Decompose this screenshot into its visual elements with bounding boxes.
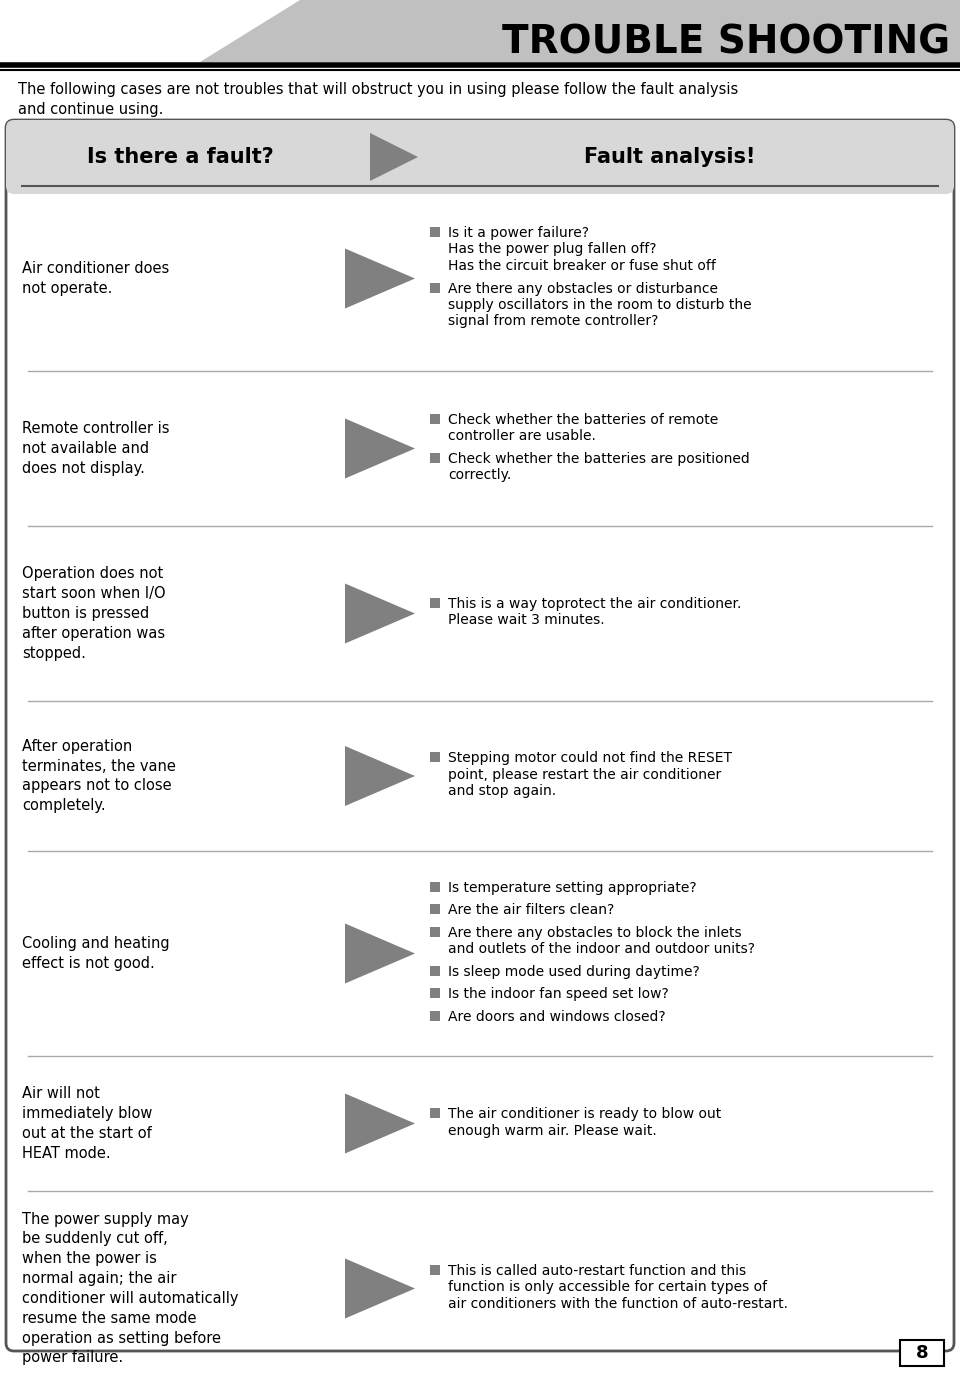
Text: air conditioners with the function of auto-restart.: air conditioners with the function of au… [448,1296,788,1311]
Text: and outlets of the indoor and outdoor units?: and outlets of the indoor and outdoor un… [448,942,755,956]
Text: correctly.: correctly. [448,468,512,482]
Bar [900,1340,944,1366]
Bar [430,453,440,463]
Text: Are there any obstacles or disturbance: Are there any obstacles or disturbance [448,281,718,295]
Text: Is there a fault?: Is there a fault? [86,147,274,168]
Text: Is sleep mode used during daytime?: Is sleep mode used during daytime? [448,965,700,979]
Text: signal from remote controller?: signal from remote controller? [448,314,659,328]
Text: Check whether the batteries are positioned: Check whether the batteries are position… [448,452,750,465]
FancyBboxPatch shape [6,119,954,194]
Bar [430,1108,440,1118]
Text: Remote controller is
not available and
does not display.: Remote controller is not available and d… [22,422,170,476]
Polygon shape [345,746,415,806]
Text: This is called auto-restart function and this: This is called auto-restart function and… [448,1263,746,1278]
Text: After operation
terminates, the vane
appears not to close
completely.: After operation terminates, the vane app… [22,739,176,813]
Polygon shape [370,133,418,181]
Bar [430,927,440,936]
Polygon shape [345,1259,415,1318]
Text: and stop again.: and stop again. [448,784,556,798]
Text: enough warm air. Please wait.: enough warm air. Please wait. [448,1123,657,1137]
Polygon shape [200,0,960,62]
Text: Are doors and windows closed?: Are doors and windows closed? [448,1009,665,1024]
Text: Are the air filters clean?: Are the air filters clean? [448,903,614,917]
Text: point, please restart the air conditioner: point, please restart the air conditione… [448,768,721,781]
Text: Check whether the batteries of remote: Check whether the batteries of remote [448,412,718,427]
Text: Air conditioner does
not operate.: Air conditioner does not operate. [22,261,169,297]
Bar [22,181,938,191]
Bar [430,905,440,914]
Text: The following cases are not troubles that will obstruct you in using please foll: The following cases are not troubles tha… [18,82,738,117]
Polygon shape [345,1093,415,1153]
Bar [430,1265,440,1274]
Text: Air will not
immediately blow
out at the start of
HEAT mode.: Air will not immediately blow out at the… [22,1086,153,1160]
Text: Are there any obstacles to block the inlets: Are there any obstacles to block the inl… [448,925,742,939]
Polygon shape [345,249,415,309]
Text: Please wait 3 minutes.: Please wait 3 minutes. [448,614,605,627]
Text: function is only accessible for certain types of: function is only accessible for certain … [448,1280,767,1295]
Text: Is temperature setting appropriate?: Is temperature setting appropriate? [448,880,697,895]
Bar [430,752,440,762]
Bar [430,1011,440,1020]
Bar [430,283,440,292]
Text: Fault analysis!: Fault analysis! [585,147,756,168]
Bar [430,413,440,423]
Text: Has the power plug fallen off?: Has the power plug fallen off? [448,243,657,257]
Text: The air conditioner is ready to blow out: The air conditioner is ready to blow out [448,1107,721,1120]
Text: This is a way toprotect the air conditioner.: This is a way toprotect the air conditio… [448,597,741,611]
Text: Has the circuit breaker or fuse shut off: Has the circuit breaker or fuse shut off [448,259,716,273]
Bar [430,965,440,976]
Text: controller are usable.: controller are usable. [448,428,596,443]
Text: Is it a power failure?: Is it a power failure? [448,227,589,240]
Text: Is the indoor fan speed set low?: Is the indoor fan speed set low? [448,987,669,1001]
Text: Stepping motor could not find the RESET: Stepping motor could not find the RESET [448,751,732,765]
Bar [430,989,440,998]
FancyBboxPatch shape [6,119,954,1351]
Bar [430,881,440,891]
Bar [430,599,440,608]
Text: Operation does not
start soon when I/O
button is pressed
after operation was
sto: Operation does not start soon when I/O b… [22,567,166,660]
Text: supply oscillators in the room to disturb the: supply oscillators in the room to distur… [448,298,752,312]
Text: 8: 8 [916,1344,928,1362]
Text: TROUBLE SHOOTING: TROUBLE SHOOTING [502,23,950,60]
Text: The power supply may
be suddenly cut off,
when the power is
normal again; the ai: The power supply may be suddenly cut off… [22,1212,238,1365]
Polygon shape [345,419,415,479]
Text: Cooling and heating
effect is not good.: Cooling and heating effect is not good. [22,936,170,971]
Polygon shape [345,924,415,983]
Bar [430,227,440,238]
Polygon shape [345,584,415,644]
